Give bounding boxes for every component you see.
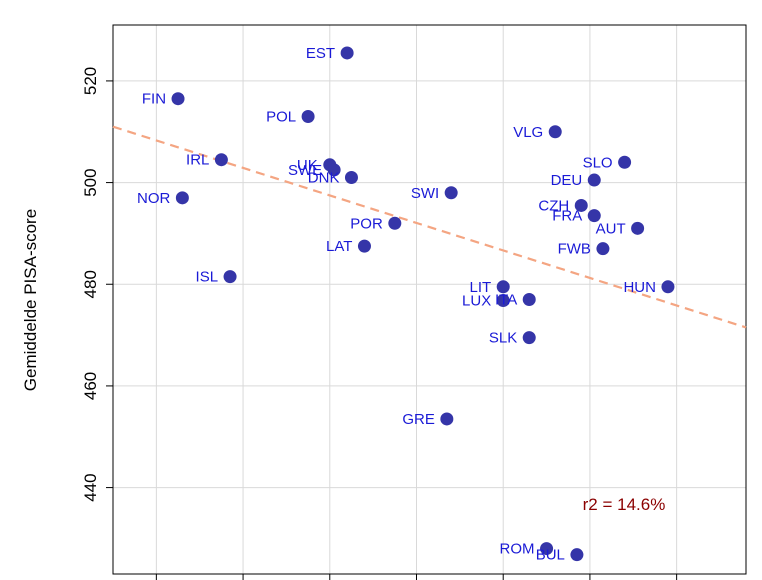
grid xyxy=(113,25,746,574)
point-label: FRA xyxy=(552,208,582,225)
point-label: NOR xyxy=(137,190,171,207)
point-label: ISL xyxy=(196,269,219,286)
data-point xyxy=(570,548,584,562)
r2-annotation: r2 = 14.6% xyxy=(583,495,666,514)
y-tick-label: 480 xyxy=(81,270,100,298)
data-point xyxy=(522,293,536,306)
data-point xyxy=(357,239,371,253)
point-label: VLG xyxy=(513,124,543,141)
y-tick-label: 440 xyxy=(81,473,100,501)
point-label: POR xyxy=(350,215,383,232)
point-label: POL xyxy=(266,109,296,126)
data-point xyxy=(548,125,562,139)
data-point xyxy=(171,92,185,106)
data-point xyxy=(175,191,189,205)
data-point xyxy=(327,163,341,177)
point-label: HUN xyxy=(623,279,656,296)
data-point xyxy=(522,331,536,345)
y-axis-title: Gemiddelde PISA-score xyxy=(21,209,40,391)
data-point xyxy=(618,155,632,169)
x-axis xyxy=(155,574,678,580)
point-label: FIN xyxy=(142,91,166,108)
point-label: SWI xyxy=(411,185,439,202)
point-label: CZH xyxy=(538,197,569,214)
point-label: ROM xyxy=(500,541,535,558)
data-point xyxy=(496,294,510,308)
point-label: DNK xyxy=(308,170,340,187)
y-tick-label: 520 xyxy=(81,67,100,95)
point-label: AUT xyxy=(596,220,626,237)
data-point xyxy=(574,198,588,212)
data-point xyxy=(344,171,358,184)
data-point xyxy=(596,242,610,256)
point-label: SLK xyxy=(489,330,517,347)
point-label: ITA xyxy=(495,292,517,309)
point-label: DEU xyxy=(551,172,583,189)
y-axis: 440 460 480 500 520 xyxy=(81,67,113,502)
point-label: LIT xyxy=(470,279,492,296)
point-label: LUX xyxy=(462,293,491,310)
data-point xyxy=(301,110,315,123)
y-tick-label: 460 xyxy=(81,372,100,400)
data-point xyxy=(661,280,675,294)
data-point xyxy=(214,153,228,167)
plot-frame xyxy=(112,24,747,575)
data-point xyxy=(587,209,601,223)
point-label: IRL xyxy=(186,152,209,169)
data-point xyxy=(223,270,237,284)
point-label: SWE xyxy=(288,162,322,179)
point-label: UK xyxy=(297,157,318,174)
data-point xyxy=(444,186,458,200)
point-label: SLO xyxy=(583,154,613,171)
data-point xyxy=(440,412,454,426)
data-point xyxy=(540,542,554,556)
point-label: GRE xyxy=(402,411,435,428)
data-point xyxy=(496,280,510,294)
data-point xyxy=(388,216,402,230)
data-point xyxy=(340,46,354,60)
point-label: BUL xyxy=(536,547,565,564)
point-label: EST xyxy=(306,45,335,62)
point-label: LAT xyxy=(326,238,352,255)
y-tick-label: 500 xyxy=(81,168,100,196)
point-label: FWB xyxy=(558,241,591,258)
data-point xyxy=(587,173,601,187)
data-point xyxy=(631,221,645,235)
